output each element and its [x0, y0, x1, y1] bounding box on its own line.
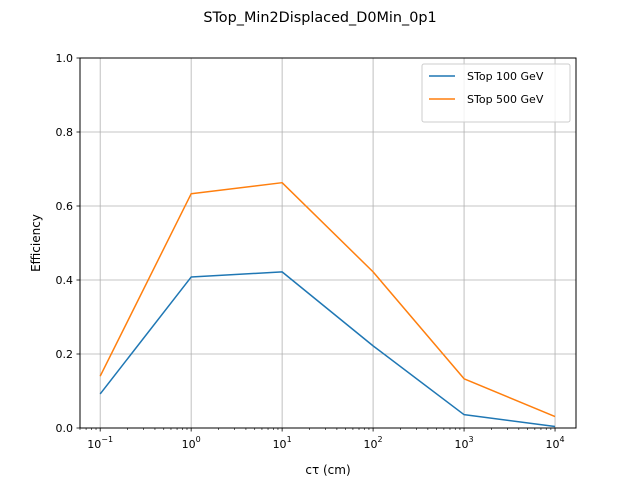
- y-tick-label: 0.6: [56, 200, 74, 213]
- legend: STop 100 GeV STop 500 GeV: [421, 63, 571, 123]
- series-lines: [99, 181, 556, 428]
- y-axis: 0.0 0.2 0.4 0.6 0.8 1.0: [56, 52, 80, 435]
- x-axis-label: cτ (cm): [305, 463, 350, 477]
- y-tick-label: 1.0: [56, 52, 74, 65]
- y-tick-label: 0.0: [56, 422, 74, 435]
- x-tick-label: 103: [455, 435, 474, 451]
- x-tick-label: 101: [273, 435, 292, 451]
- chart-title: STop_Min2Displaced_D0Min_0p1: [203, 10, 436, 26]
- x-axis: 10−1 100 101 102 103 104: [87, 428, 565, 451]
- x-tick-label: 10−1: [87, 435, 113, 451]
- legend-label: STop 100 GeV: [467, 70, 544, 83]
- x-tick-label: 100: [182, 435, 201, 451]
- x-tick-label: 102: [364, 435, 383, 451]
- y-tick-label: 0.8: [56, 126, 74, 139]
- y-tick-label: 0.2: [56, 348, 74, 361]
- plot-area: [79, 57, 577, 429]
- legend-box: [421, 63, 571, 123]
- y-axis-label: Efficiency: [29, 214, 43, 272]
- series-line: [99, 181, 556, 418]
- x-tick-label: 104: [545, 435, 564, 451]
- y-tick-label: 0.4: [56, 274, 74, 287]
- legend-label: STop 500 GeV: [467, 93, 544, 106]
- series-line: [99, 271, 556, 428]
